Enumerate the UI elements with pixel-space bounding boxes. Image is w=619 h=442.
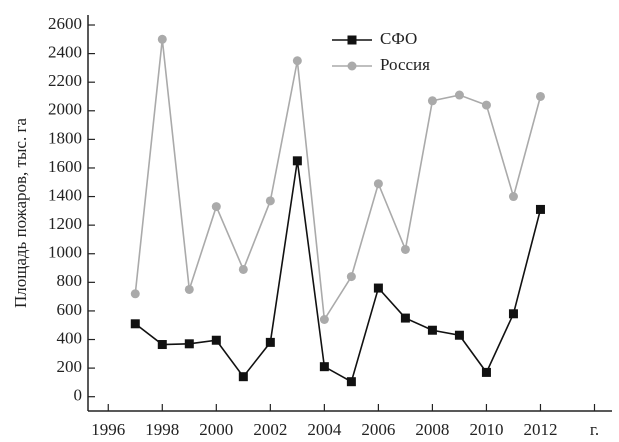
y-axis-label: Площадь пожаров, тыс. га [11,118,30,308]
point [157,34,167,44]
point [454,90,464,100]
point [400,313,410,323]
y-tick-label: 1200 [48,214,82,233]
y-tick-label: 200 [57,357,83,376]
y-tick-label: 600 [57,300,83,319]
point [211,335,221,345]
legend-marker [347,35,357,45]
x-tick-label: 2008 [415,420,449,439]
point [508,192,518,202]
x-tick-label: 2002 [253,420,287,439]
point [400,244,410,254]
y-tick-label: 1000 [48,243,82,262]
point [535,91,545,101]
point [481,367,491,377]
point [238,264,248,274]
point [265,337,275,347]
x-tick-label: 2000 [199,420,233,439]
point [319,315,329,325]
y-tick-label: 1400 [48,185,82,204]
point [346,272,356,282]
point [373,283,383,293]
legend-label: СФО [380,29,417,48]
point [481,100,491,110]
point [292,156,302,166]
x-tick-label: 1998 [145,420,179,439]
point [319,362,329,372]
point [427,96,437,106]
series-line [134,39,542,322]
legend-label: Россия [380,55,430,74]
point [508,309,518,319]
series-line [134,160,542,383]
y-tick-label: 0 [74,386,83,405]
point [292,56,302,66]
y-tick-label: 800 [57,271,83,290]
x-tick-label: 1996 [91,420,125,439]
x-tick-label: 2010 [469,420,503,439]
y-tick-label: 2000 [48,100,82,119]
point [238,372,248,382]
y-tick-label: 2600 [48,14,82,33]
point [373,179,383,189]
point [157,340,167,350]
point [130,289,140,299]
point [184,339,194,349]
x-tick-label: 2004 [307,420,342,439]
point [454,330,464,340]
point [211,202,221,212]
y-tick-label: 1600 [48,157,82,176]
point [265,196,275,206]
y-tick-label: 1800 [48,128,82,147]
point [535,204,545,214]
point [346,377,356,387]
legend-marker [347,61,357,71]
point [130,319,140,329]
x-tick-label: 2012 [523,420,557,439]
point [427,325,437,335]
x-tick-label: 2006 [361,420,395,439]
point [184,284,194,294]
y-tick-label: 2400 [48,43,82,62]
y-tick-label: 2200 [48,71,82,90]
y-tick-label: 400 [57,328,83,347]
x-tick-label: г. [590,420,599,439]
